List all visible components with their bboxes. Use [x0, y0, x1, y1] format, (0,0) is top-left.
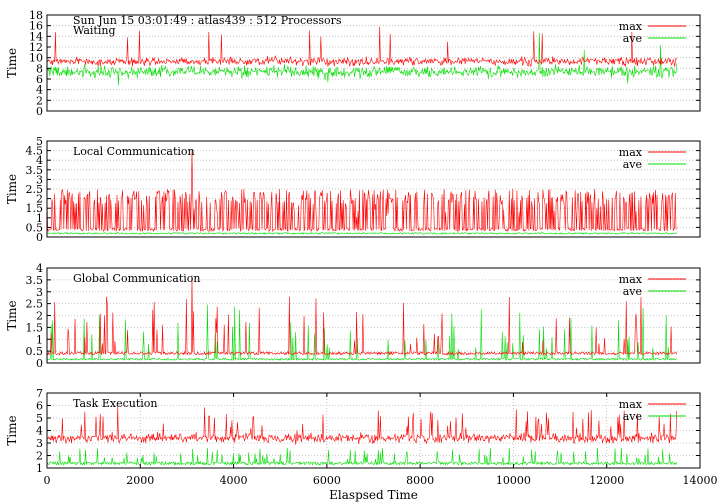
y-tick-label: 5: [36, 135, 43, 148]
y-tick-label: 4: [36, 84, 43, 97]
y-tick-label: 3: [36, 173, 43, 186]
legend: max ave: [619, 146, 686, 171]
legend-label-ave: ave: [623, 285, 642, 298]
y-axis-label: Time: [5, 300, 19, 330]
legend-label-ave: ave: [623, 158, 642, 171]
y-tick-label: 2: [36, 193, 43, 206]
legend-label-max: max: [619, 398, 643, 411]
y-tick-label: 18: [29, 9, 43, 22]
x-tick-label: 2000: [126, 474, 154, 487]
y-tick-label: 2: [36, 450, 43, 463]
y-tick-label: 3: [36, 437, 43, 450]
y-tick-label: 16: [29, 20, 43, 33]
series-line-ave: [46, 447, 677, 466]
panel-annotation: Task Execution: [73, 397, 157, 410]
x-tick-label: 4000: [220, 474, 248, 487]
series-line-ave: [46, 33, 677, 86]
y-axis-label: Time: [5, 174, 19, 204]
y-tick-label: 4: [36, 262, 43, 275]
y-tick-label: 12: [29, 41, 43, 54]
y-tick-label: 0: [36, 231, 43, 244]
y-tick-label: 2: [36, 310, 43, 323]
panel-annotation: Global Communication: [73, 272, 201, 285]
y-tick-label: 1.5: [26, 321, 44, 334]
y-tick-label: 4: [36, 425, 43, 438]
y-tick-label: 0.5: [26, 221, 44, 234]
y-tick-label: 7: [36, 387, 43, 400]
y-tick-label: 0: [36, 105, 43, 118]
y-tick-label: 6: [36, 73, 43, 86]
series-line-max: [46, 275, 677, 356]
y-tick-label: 2.5: [26, 298, 44, 311]
y-tick-label: 5: [36, 412, 43, 425]
series-line-ave: [46, 232, 677, 235]
y-tick-label: 1: [36, 333, 43, 346]
y-tick-label: 1.5: [26, 202, 44, 215]
x-tick-label: 6000: [313, 474, 341, 487]
legend: max ave: [619, 273, 686, 298]
series-line-max: [46, 406, 677, 445]
legend: max ave: [619, 20, 686, 45]
y-tick-label: 3.5: [26, 164, 44, 177]
y-tick-label: 6: [36, 400, 43, 413]
legend-label-ave: ave: [623, 32, 642, 45]
series-line-max: [46, 150, 677, 233]
y-tick-label: 3.5: [26, 274, 44, 287]
panel-local-communication: 00.511.522.533.544.55 Time Local Communi…: [5, 135, 701, 244]
x-tick-label: 10000: [496, 474, 531, 487]
legend-label-max: max: [619, 273, 643, 286]
legend-label-max: max: [619, 146, 643, 159]
y-tick-label: 1: [36, 212, 43, 225]
y-axis-label: Time: [5, 48, 19, 78]
chart-title: Sun Jun 15 03:01:49 : atlas439 : 512 Pro…: [73, 14, 342, 27]
y-tick-label: 8: [36, 62, 43, 75]
legend-label-max: max: [619, 20, 643, 33]
panel-global-communication: 00.511.522.533.54 Time Global Communicat…: [5, 262, 701, 370]
y-tick-label: 2: [36, 94, 43, 107]
x-axis-label: Elaspsed Time: [329, 488, 418, 502]
y-tick-label: 4: [36, 154, 43, 167]
panel-annotation: Local Communication: [73, 145, 195, 158]
y-tick-label: 1: [36, 462, 43, 475]
x-tick-label: 8000: [406, 474, 434, 487]
y-tick-label: 2.5: [26, 183, 44, 196]
series-line-max: [46, 26, 677, 68]
plot-frame: [46, 14, 701, 112]
panel-annotation: Waiting: [73, 24, 116, 37]
legend: max ave: [619, 398, 686, 423]
series-line-ave: [46, 304, 677, 361]
legend-label-ave: ave: [623, 410, 642, 423]
y-tick-label: 0: [36, 357, 43, 370]
x-tick-label: 14000: [683, 474, 718, 487]
y-tick-label: 14: [29, 30, 43, 43]
y-tick-label: 0.5: [26, 345, 44, 358]
y-tick-label: 4.5: [26, 145, 44, 158]
y-tick-label: 10: [29, 52, 43, 65]
x-tick-label: 12000: [589, 474, 624, 487]
x-tick-label: 0: [44, 474, 51, 487]
y-axis-label: Time: [5, 415, 19, 445]
y-tick-label: 3: [36, 286, 43, 299]
